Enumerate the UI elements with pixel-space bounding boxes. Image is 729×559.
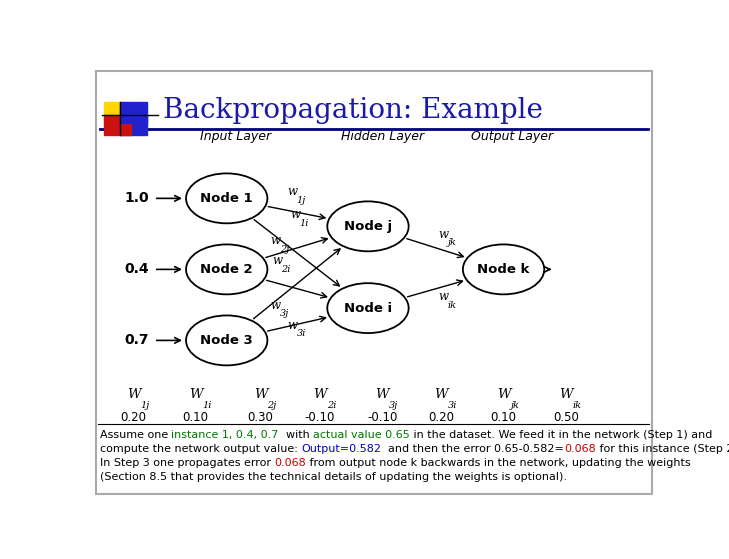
Text: w: w [439,290,448,303]
Text: instance 1, 0.4, 0.7: instance 1, 0.4, 0.7 [171,429,278,439]
Text: W: W [313,388,327,401]
Text: 1i: 1i [202,401,211,410]
Text: -0.10: -0.10 [367,410,397,424]
Text: w: w [272,254,282,267]
Text: (Section 8.5 that provides the technical details of updating the weights is opti: (Section 8.5 that provides the technical… [100,472,566,482]
Text: w: w [270,299,281,311]
Text: w: w [291,208,300,221]
Text: 0.7: 0.7 [125,333,149,347]
Ellipse shape [463,244,545,295]
Text: Node 3: Node 3 [200,334,253,347]
Text: Assume one: Assume one [100,429,171,439]
Text: W: W [434,388,448,401]
Ellipse shape [327,283,409,333]
Text: Node 2: Node 2 [200,263,253,276]
Text: 1j: 1j [140,401,149,410]
Text: from output node k backwards in the network, updating the weights: from output node k backwards in the netw… [306,458,690,468]
Text: for this instance (Step 2: for this instance (Step 2 [596,444,729,454]
Text: W: W [189,388,203,401]
Text: 3j: 3j [280,309,289,318]
Text: 2i: 2i [327,401,336,410]
Text: Hidden Layer: Hidden Layer [340,130,424,143]
Text: in the dataset. We feed it in the network (Step 1) and: in the dataset. We feed it in the networ… [410,429,712,439]
Bar [120,115,147,135]
Text: 2j: 2j [268,401,276,410]
Text: 2j: 2j [280,245,289,254]
Text: jk: jk [510,401,519,410]
Text: ik: ik [448,301,456,310]
Text: W: W [559,388,572,401]
Text: 1.0: 1.0 [125,191,149,205]
Text: 0.10: 0.10 [491,410,517,424]
Bar [120,102,147,123]
Text: 0.068: 0.068 [564,444,596,454]
Text: with: with [278,429,313,439]
Text: actual value 0.65: actual value 0.65 [313,429,410,439]
Text: Output Layer: Output Layer [471,130,553,143]
Text: 0.068: 0.068 [274,458,306,468]
Bar [104,115,130,135]
Text: 0.4: 0.4 [125,262,149,276]
Text: ik: ik [572,401,582,410]
Text: w: w [439,228,448,240]
Text: 1j: 1j [297,196,306,205]
Text: w: w [270,234,281,248]
Text: 0.20: 0.20 [429,410,454,424]
Bar [104,102,130,123]
Text: w: w [288,186,297,198]
Text: 0.30: 0.30 [248,410,273,424]
Text: W: W [127,388,140,401]
Text: jk: jk [448,238,456,247]
Text: -0.10: -0.10 [305,410,335,424]
Ellipse shape [186,244,268,295]
Text: w: w [288,319,297,332]
Text: Node i: Node i [344,302,392,315]
Text: compute the network output value:: compute the network output value: [100,444,301,454]
Text: Output=0.582: Output=0.582 [301,444,381,454]
Ellipse shape [186,173,268,224]
Text: W: W [254,388,268,401]
Text: W: W [375,388,389,401]
Text: 3j: 3j [389,401,398,410]
Text: and then the error 0.65-0.582=: and then the error 0.65-0.582= [381,444,564,454]
Text: 1i: 1i [300,219,309,228]
Ellipse shape [186,315,268,366]
Text: Node 1: Node 1 [200,192,253,205]
Text: Node k: Node k [477,263,530,276]
Text: 3i: 3i [297,329,306,338]
Text: 0.10: 0.10 [183,410,208,424]
Text: In Step 3 one propagates error: In Step 3 one propagates error [100,458,274,468]
Text: 0.50: 0.50 [553,410,579,424]
Text: 3i: 3i [448,401,457,410]
Text: Input Layer: Input Layer [200,130,270,143]
Ellipse shape [327,201,409,252]
Text: 2i: 2i [281,265,290,274]
Text: Node j: Node j [344,220,392,233]
Text: Backpropagation: Example: Backpropagation: Example [163,97,543,124]
Text: 0.20: 0.20 [120,410,147,424]
Text: W: W [496,388,510,401]
